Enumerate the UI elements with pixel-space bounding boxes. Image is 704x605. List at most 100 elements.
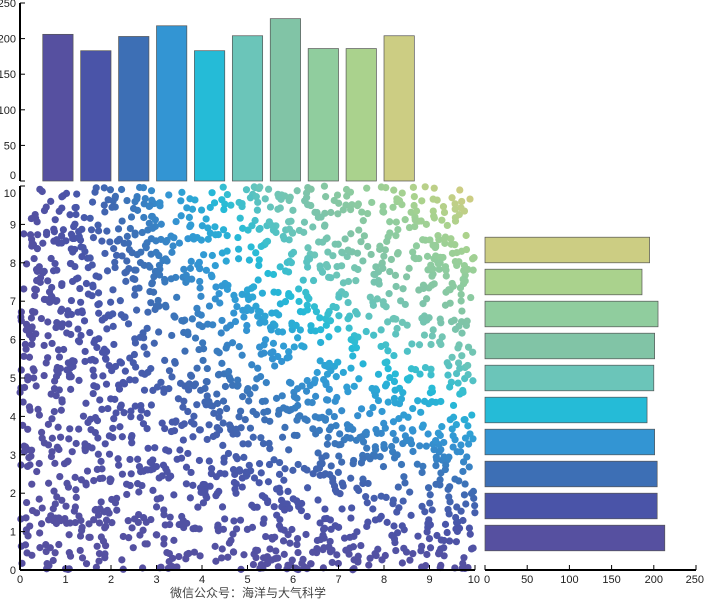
x-tick-label: 5 bbox=[244, 574, 250, 586]
scatter-point bbox=[103, 267, 112, 275]
scatter-point bbox=[86, 254, 94, 262]
scatter-point bbox=[51, 500, 59, 508]
scatter-point bbox=[323, 234, 331, 242]
scatter-point bbox=[77, 476, 86, 484]
scatter-point bbox=[77, 331, 85, 340]
scatter-point bbox=[53, 493, 61, 501]
scatter-point bbox=[303, 258, 311, 266]
scatter-point bbox=[103, 227, 111, 235]
scatter-point bbox=[173, 293, 181, 301]
scatter-point bbox=[253, 206, 261, 214]
scatter-point bbox=[64, 307, 72, 315]
scatter-point bbox=[469, 348, 477, 356]
scatter-point bbox=[134, 455, 142, 463]
scatter-point bbox=[191, 196, 199, 204]
scatter-point bbox=[288, 228, 296, 237]
scatter-point bbox=[402, 273, 411, 281]
scatter-point bbox=[44, 318, 52, 326]
scatter-point bbox=[165, 191, 173, 199]
scatter-point bbox=[256, 319, 264, 327]
scatter-point bbox=[116, 423, 124, 431]
scatter-point bbox=[114, 455, 122, 463]
scatter-point bbox=[82, 399, 90, 407]
scatter-point bbox=[229, 466, 238, 474]
scatter-point bbox=[451, 217, 460, 225]
scatter-point bbox=[102, 522, 110, 530]
scatter-point bbox=[246, 424, 255, 432]
scatter-point bbox=[352, 277, 360, 285]
scatter-point bbox=[400, 544, 408, 552]
scatter-point bbox=[443, 528, 451, 537]
scatter-point bbox=[81, 347, 89, 356]
scatter-point bbox=[62, 237, 70, 245]
scatter-point bbox=[121, 367, 129, 375]
scatter-point bbox=[39, 239, 47, 247]
scatter-point bbox=[264, 185, 273, 193]
scatter-point bbox=[350, 532, 358, 540]
scatter-point bbox=[71, 220, 79, 228]
scatter-point bbox=[287, 217, 295, 225]
scatter-point bbox=[71, 503, 79, 511]
scatter-point bbox=[221, 515, 229, 523]
scatter-point bbox=[234, 381, 242, 389]
scatter-point bbox=[104, 196, 112, 204]
scatter-point bbox=[76, 532, 85, 540]
scatter-point bbox=[231, 317, 240, 326]
scatter-point bbox=[177, 212, 185, 220]
scatter-point bbox=[401, 300, 409, 309]
scatter-point bbox=[325, 359, 333, 367]
scatter-point bbox=[303, 306, 312, 314]
scatter-point bbox=[429, 265, 437, 273]
scatter-point bbox=[337, 440, 345, 449]
scatter-point bbox=[320, 544, 328, 552]
scatter-point bbox=[236, 516, 245, 524]
scatter-point bbox=[453, 503, 461, 511]
scatter-point bbox=[294, 401, 302, 410]
scatter-point bbox=[409, 248, 417, 256]
scatter-point bbox=[399, 497, 407, 505]
scatter-point bbox=[354, 412, 362, 420]
scatter-point bbox=[140, 261, 148, 269]
scatter-point bbox=[185, 213, 193, 222]
x-tick-label: 3 bbox=[153, 574, 159, 586]
scatter-point bbox=[452, 538, 460, 546]
scatter-point bbox=[379, 462, 388, 471]
scatter-point bbox=[274, 352, 282, 361]
scatter-point bbox=[390, 522, 398, 530]
scatter-point bbox=[416, 442, 424, 450]
scatter-point bbox=[363, 184, 371, 192]
top-histogram-bar bbox=[231, 35, 264, 182]
scatter-point bbox=[406, 374, 414, 382]
scatter-point bbox=[43, 560, 51, 568]
scatter-point bbox=[61, 514, 69, 523]
scatter-point bbox=[161, 275, 169, 284]
scatter-point bbox=[419, 284, 428, 293]
scatter-point bbox=[451, 258, 459, 266]
scatter-point bbox=[180, 397, 188, 405]
scatter-point bbox=[371, 516, 380, 524]
scatter-point bbox=[167, 472, 175, 480]
scatter-point bbox=[364, 209, 372, 218]
scatter-point bbox=[391, 271, 400, 279]
scatter-point bbox=[189, 481, 197, 489]
scatter-point bbox=[322, 260, 331, 269]
scatter-point bbox=[161, 424, 169, 433]
scatter-point bbox=[370, 278, 378, 286]
scatter-point bbox=[449, 432, 457, 440]
scatter-point bbox=[211, 542, 219, 550]
scatter-point bbox=[158, 419, 166, 427]
scatter-point bbox=[93, 383, 101, 391]
scatter-point bbox=[95, 519, 104, 527]
scatter-point bbox=[357, 541, 365, 550]
scatter-point bbox=[440, 536, 448, 545]
scatter-point bbox=[371, 391, 379, 400]
scatter-point bbox=[71, 262, 79, 271]
scatter-point bbox=[420, 397, 429, 405]
scatter-point bbox=[98, 405, 106, 413]
x-tick-label: 10 bbox=[468, 574, 480, 586]
scatter-point bbox=[58, 193, 66, 201]
scatter-point bbox=[338, 249, 346, 257]
scatter-point bbox=[112, 409, 120, 417]
scatter-point bbox=[117, 185, 126, 194]
scatter-point bbox=[260, 341, 268, 349]
